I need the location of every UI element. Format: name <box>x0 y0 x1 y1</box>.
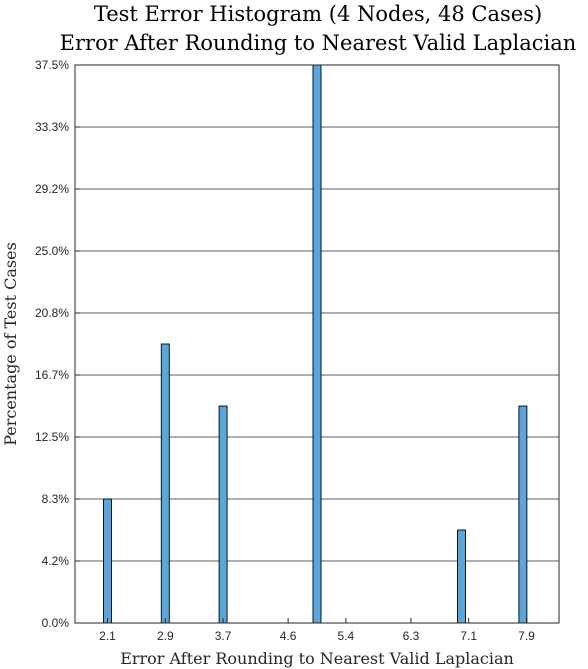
y-tick-label: 33.3% <box>35 120 69 134</box>
x-tick-label: 5.4 <box>338 629 355 643</box>
histogram-bar <box>103 498 112 624</box>
histogram-bar <box>518 405 528 624</box>
bars <box>103 64 528 624</box>
chart-title-line-1: Test Error Histogram (4 Nodes, 48 Cases) <box>94 2 542 26</box>
y-tick-label: 8.3% <box>42 492 70 506</box>
y-tick-label: 4.2% <box>42 554 70 568</box>
x-tick-label: 7.9 <box>518 629 535 643</box>
x-tick-label: 2.1 <box>99 629 116 643</box>
x-tick-label: 6.3 <box>403 629 420 643</box>
y-tick-label: 20.8% <box>35 306 69 320</box>
histogram-bar <box>457 529 466 624</box>
chart-title-line-2: Error After Rounding to Nearest Valid La… <box>60 31 577 55</box>
x-axis-label: Error After Rounding to Nearest Valid La… <box>120 649 514 668</box>
y-tick-label: 0.0% <box>42 616 70 630</box>
x-tick-label: 3.7 <box>215 629 232 643</box>
x-tick-label: 7.1 <box>460 629 477 643</box>
x-tick-label: 4.6 <box>280 629 297 643</box>
y-tick-label: 29.2% <box>35 182 69 196</box>
x-axis-ticks: 2.1 2.9 3.7 4.6 5.4 6.3 7.1 7.9 <box>99 618 535 643</box>
histogram-bar <box>160 343 170 624</box>
y-tick-label: 37.5% <box>35 58 69 72</box>
histogram-bar <box>218 405 228 624</box>
x-tick-label: 2.9 <box>157 629 174 643</box>
y-tick-label: 16.7% <box>35 368 69 382</box>
y-axis-label: Percentage of Test Cases <box>1 242 20 446</box>
plot-frame <box>74 64 560 624</box>
y-axis-ticks: 0.0% 4.2% 8.3% 12.5% 16.7% 20.8% 25.0% 29.2% 33.… <box>35 58 80 630</box>
y-tick-label: 25.0% <box>35 244 69 258</box>
y-tick-label: 12.5% <box>35 430 69 444</box>
histogram-bar <box>312 64 322 624</box>
